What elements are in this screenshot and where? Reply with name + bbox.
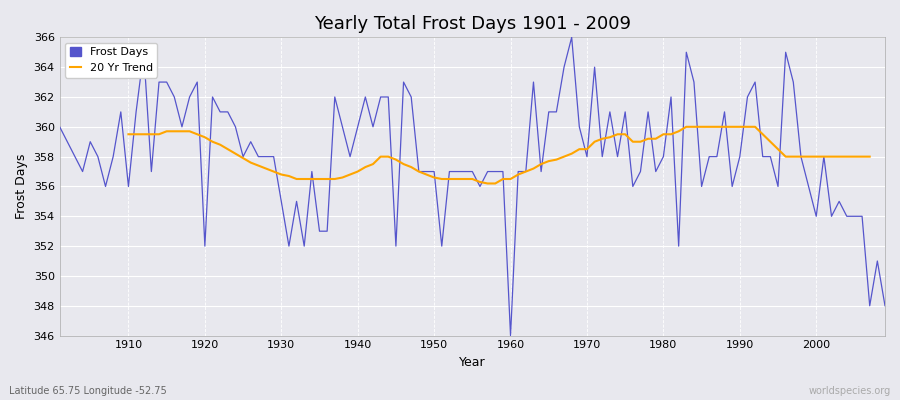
Text: worldspecies.org: worldspecies.org	[809, 386, 891, 396]
Title: Yearly Total Frost Days 1901 - 2009: Yearly Total Frost Days 1901 - 2009	[314, 15, 631, 33]
Legend: Frost Days, 20 Yr Trend: Frost Days, 20 Yr Trend	[65, 43, 158, 78]
Text: Latitude 65.75 Longitude -52.75: Latitude 65.75 Longitude -52.75	[9, 386, 166, 396]
X-axis label: Year: Year	[459, 356, 486, 369]
Y-axis label: Frost Days: Frost Days	[15, 154, 28, 219]
